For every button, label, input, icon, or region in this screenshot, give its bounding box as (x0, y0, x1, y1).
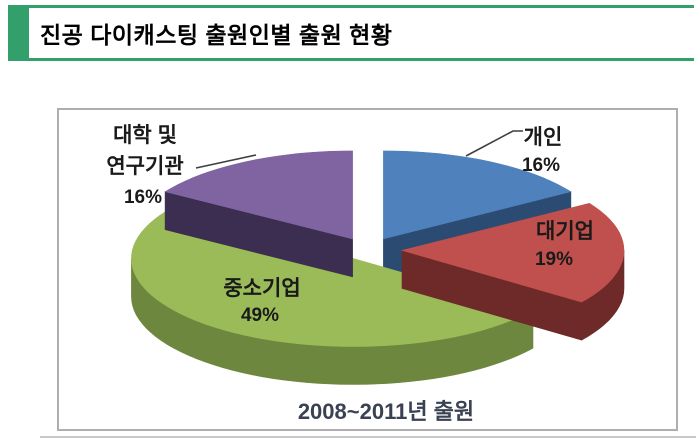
slice-pct-individual: 16% (522, 155, 560, 176)
slice-pct-university-research: 16% (124, 187, 162, 208)
slice-label-large-company: 대기업 (536, 220, 594, 243)
slice-top-large-company (400, 202, 625, 303)
pie-slices-layer (131, 150, 625, 385)
slice-pct-large-company: 19% (535, 249, 573, 270)
header-accent-block (8, 8, 29, 58)
page-title: 진공 다이캐스팅 출원인별 출원 현황 (40, 22, 393, 48)
slice-pct-sme: 49% (241, 305, 279, 326)
leader-line-university-research (195, 154, 257, 169)
slice-label-sme: 중소기업 (223, 277, 300, 300)
section-header: 진공 다이캐스팅 출원인별 출원 현황 (8, 5, 694, 61)
slice-top-university-research (164, 150, 353, 240)
pie-slice-university-research (164, 150, 353, 278)
leader-line-individual (465, 130, 523, 157)
slice-label-individual: 개인 (524, 126, 563, 149)
slice-label-university-research: 연구기관 (106, 155, 183, 178)
slice-label-university-research: 대학 및 (113, 124, 177, 147)
chart-caption: 2008~2011년 출원 (298, 399, 474, 424)
pie-slice-large-company (400, 202, 625, 341)
bottom-divider (40, 436, 696, 438)
slice-top-individual (383, 150, 572, 240)
